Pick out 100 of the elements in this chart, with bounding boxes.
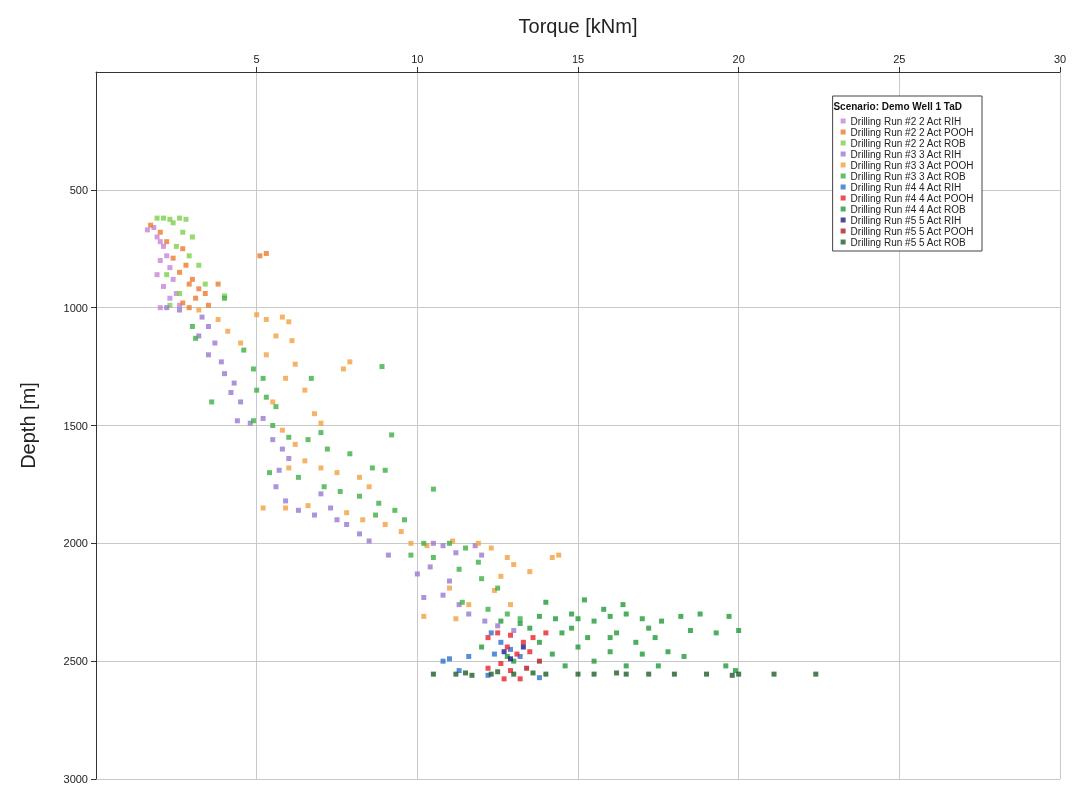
point: [318, 465, 324, 471]
point: [530, 635, 536, 641]
point: [177, 307, 183, 313]
point: [482, 618, 488, 624]
point: [646, 671, 652, 677]
point: [498, 618, 504, 624]
point: [520, 639, 526, 645]
point: [193, 295, 199, 301]
point: [295, 474, 301, 480]
point: [292, 361, 298, 367]
point: [562, 663, 568, 669]
point: [186, 253, 192, 259]
legend-label: Drilling Run #3 3 Act ROB: [850, 170, 966, 182]
point: [318, 491, 324, 497]
y-axis-title: Depth [m]: [17, 382, 39, 469]
point: [222, 371, 228, 377]
point: [607, 635, 613, 641]
point: [453, 550, 459, 556]
point: [196, 262, 202, 268]
point: [202, 281, 208, 287]
point: [318, 420, 324, 426]
point: [508, 632, 514, 638]
point: [286, 319, 292, 325]
point: [312, 512, 318, 518]
point: [581, 597, 587, 603]
point: [189, 234, 195, 240]
point: [511, 671, 517, 677]
point: [536, 675, 542, 681]
legend-label: Drilling Run #4 4 Act ROB: [850, 203, 966, 215]
point: [186, 281, 192, 287]
point: [729, 672, 735, 678]
point: [501, 676, 507, 682]
point: [344, 510, 350, 516]
legend-label: Drilling Run #2 2 Act RIH: [850, 115, 962, 127]
point: [446, 540, 452, 546]
point: [289, 338, 295, 344]
point: [254, 387, 260, 393]
x-axis-title: Torque [kNm]: [518, 15, 638, 37]
point: [491, 651, 497, 657]
legend-label: Drilling Run #4 4 Act POOH: [850, 192, 974, 204]
point: [614, 630, 620, 636]
point: [167, 265, 173, 271]
point: [440, 543, 446, 549]
point: [466, 653, 472, 659]
legend-title: Scenario: Demo Well 1 TaD: [833, 100, 963, 112]
point: [286, 455, 292, 461]
y-tick-label: 1500: [63, 419, 88, 432]
point: [623, 611, 629, 617]
point: [479, 552, 485, 558]
point: [183, 216, 189, 222]
point: [157, 305, 163, 311]
point: [270, 423, 276, 428]
point: [389, 432, 395, 438]
point: [196, 307, 202, 313]
point: [575, 616, 581, 622]
point: [704, 671, 710, 677]
point: [527, 625, 533, 631]
point: [466, 611, 472, 617]
point: [267, 470, 273, 476]
point: [591, 618, 597, 624]
point: [328, 505, 334, 511]
point: [524, 665, 530, 671]
point: [495, 630, 501, 636]
point: [430, 486, 436, 492]
point: [324, 446, 330, 452]
point: [771, 671, 777, 677]
point: [671, 671, 677, 677]
point: [556, 552, 562, 558]
point: [504, 644, 510, 650]
point: [726, 613, 732, 619]
point: [180, 229, 186, 235]
point: [279, 314, 285, 320]
point: [164, 239, 170, 245]
point: [501, 649, 507, 655]
point: [456, 566, 462, 572]
point: [283, 375, 289, 381]
point: [292, 441, 298, 447]
point: [241, 347, 247, 353]
point: [623, 671, 629, 677]
point: [530, 670, 536, 676]
point: [440, 658, 446, 664]
point: [430, 540, 436, 546]
point: [170, 255, 176, 261]
point: [218, 359, 224, 365]
point: [177, 291, 183, 297]
point: [231, 380, 237, 386]
point: [408, 540, 414, 546]
point: [536, 639, 542, 645]
point: [270, 437, 276, 443]
point: [813, 671, 819, 677]
point: [639, 651, 645, 657]
point: [189, 276, 195, 282]
point: [585, 635, 591, 641]
point: [379, 364, 385, 370]
point: [199, 314, 205, 320]
point: [334, 517, 340, 523]
point: [553, 616, 559, 622]
point: [591, 671, 597, 677]
point: [414, 571, 420, 577]
point: [286, 434, 292, 440]
